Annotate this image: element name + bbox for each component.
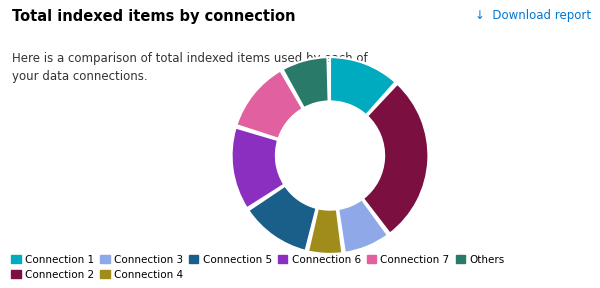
Text: ↓  Download report: ↓ Download report xyxy=(475,9,591,22)
Wedge shape xyxy=(330,57,395,115)
Wedge shape xyxy=(236,71,302,139)
Wedge shape xyxy=(248,186,317,251)
Text: Here is a comparison of total indexed items used by each of
your data connection: Here is a comparison of total indexed it… xyxy=(12,52,368,83)
Wedge shape xyxy=(363,84,428,234)
Text: Total indexed items by connection: Total indexed items by connection xyxy=(12,9,296,24)
Wedge shape xyxy=(308,208,343,254)
Wedge shape xyxy=(338,199,388,253)
Wedge shape xyxy=(232,128,284,208)
Legend: Connection 1, Connection 2, Connection 3, Connection 4, Connection 5, Connection: Connection 1, Connection 2, Connection 3… xyxy=(11,255,505,280)
Wedge shape xyxy=(283,57,329,108)
